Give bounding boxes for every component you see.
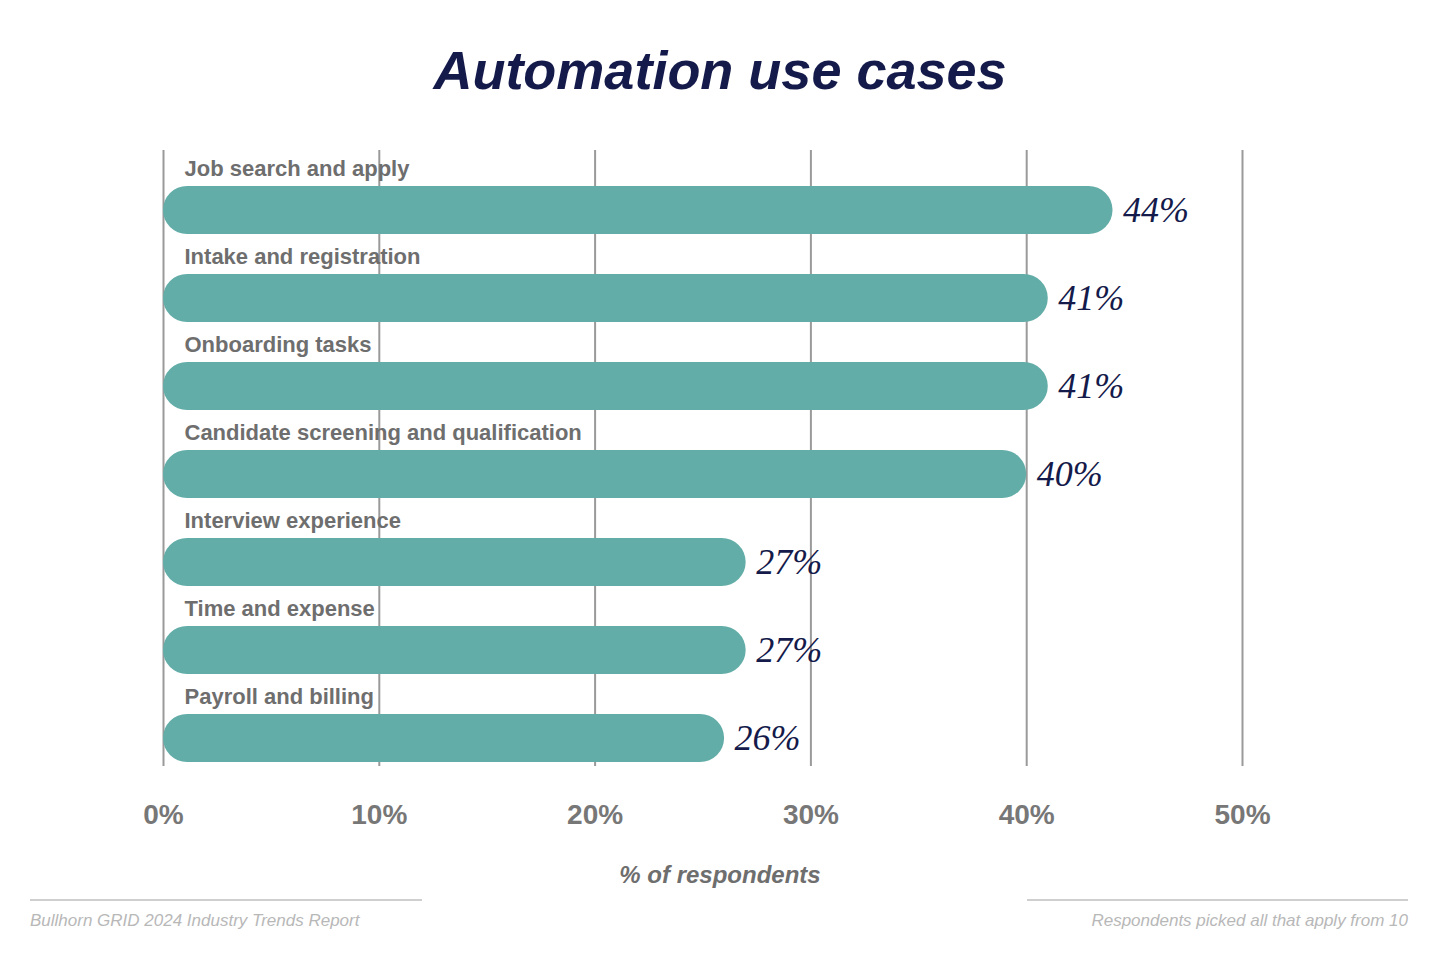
svg-text:30%: 30% (783, 799, 839, 830)
svg-text:0%: 0% (143, 799, 184, 830)
svg-text:44%: 44% (1123, 190, 1189, 230)
svg-text:Job search and apply: Job search and apply (185, 156, 411, 181)
html-text:% of respondents: % of respondents (619, 861, 821, 888)
svg-text:41%: 41% (1058, 366, 1124, 406)
svg-text:Candidate screening and qualif: Candidate screening and qualification (185, 420, 582, 445)
svg-text:27%: 27% (756, 542, 822, 582)
svg-text:Time and expense: Time and expense (185, 596, 375, 621)
svg-text:10%: 10% (351, 799, 407, 830)
svg-text:Interview experience: Interview experience (185, 508, 401, 533)
svg-text:26%: 26% (735, 718, 801, 758)
svg-text:20%: 20% (567, 799, 623, 830)
html-text:Respondents picked all that ap: Respondents picked all that apply from 1… (1091, 911, 1408, 930)
svg-text:Intake and registration: Intake and registration (185, 244, 421, 269)
svg-text:27%: 27% (756, 630, 822, 670)
html-text:Bullhorn GRID 2024 Industry Tr: Bullhorn GRID 2024 Industry Trends Repor… (30, 911, 360, 930)
html-text:Automation use cases: Automation use cases (433, 40, 1007, 100)
svg-text:Onboarding tasks: Onboarding tasks (185, 332, 372, 357)
svg-text:50%: 50% (1214, 799, 1270, 830)
svg-text:40%: 40% (1037, 454, 1103, 494)
svg-text:41%: 41% (1058, 278, 1124, 318)
svg-text:Payroll and billing: Payroll and billing (185, 684, 374, 709)
svg-text:40%: 40% (999, 799, 1055, 830)
